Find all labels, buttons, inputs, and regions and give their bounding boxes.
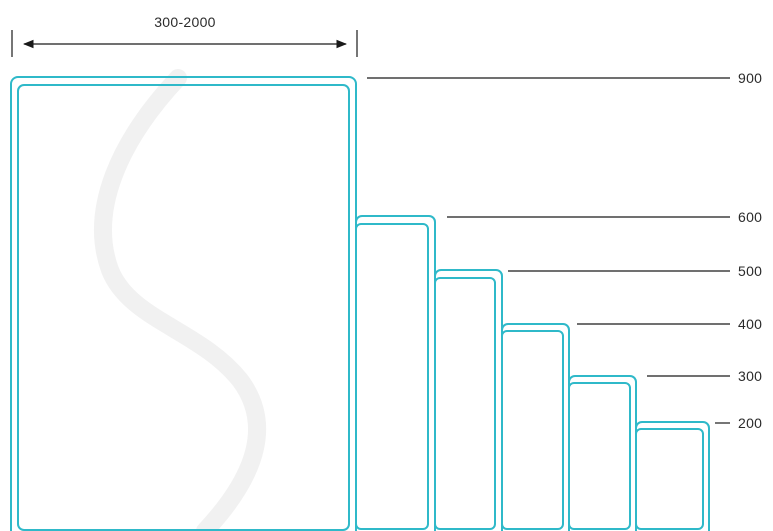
- panel-300-outer: [568, 375, 637, 531]
- panel-300-inner: [568, 382, 631, 530]
- panel-600-outer: [355, 215, 436, 531]
- height-label-600: 600: [738, 209, 762, 225]
- height-label-300: 300: [738, 368, 762, 384]
- panel-200-inner: [635, 428, 704, 530]
- height-label-400: 400: [738, 316, 762, 332]
- panel-500-outer: [434, 269, 503, 531]
- panel-900-inner: [17, 84, 350, 531]
- height-label-900: 900: [738, 70, 762, 86]
- height-label-200: 200: [738, 415, 762, 431]
- height-label-500: 500: [738, 263, 762, 279]
- width-dimension-label: 300-2000: [154, 14, 216, 30]
- panel-200-outer: [635, 421, 710, 531]
- panel-900-outer: [10, 76, 357, 531]
- panel-400-outer: [501, 323, 570, 531]
- s-curve-watermark-icon: [94, 69, 267, 531]
- panel-600-inner: [355, 223, 429, 530]
- panel-500-inner: [434, 277, 496, 530]
- panel-400-inner: [501, 330, 564, 530]
